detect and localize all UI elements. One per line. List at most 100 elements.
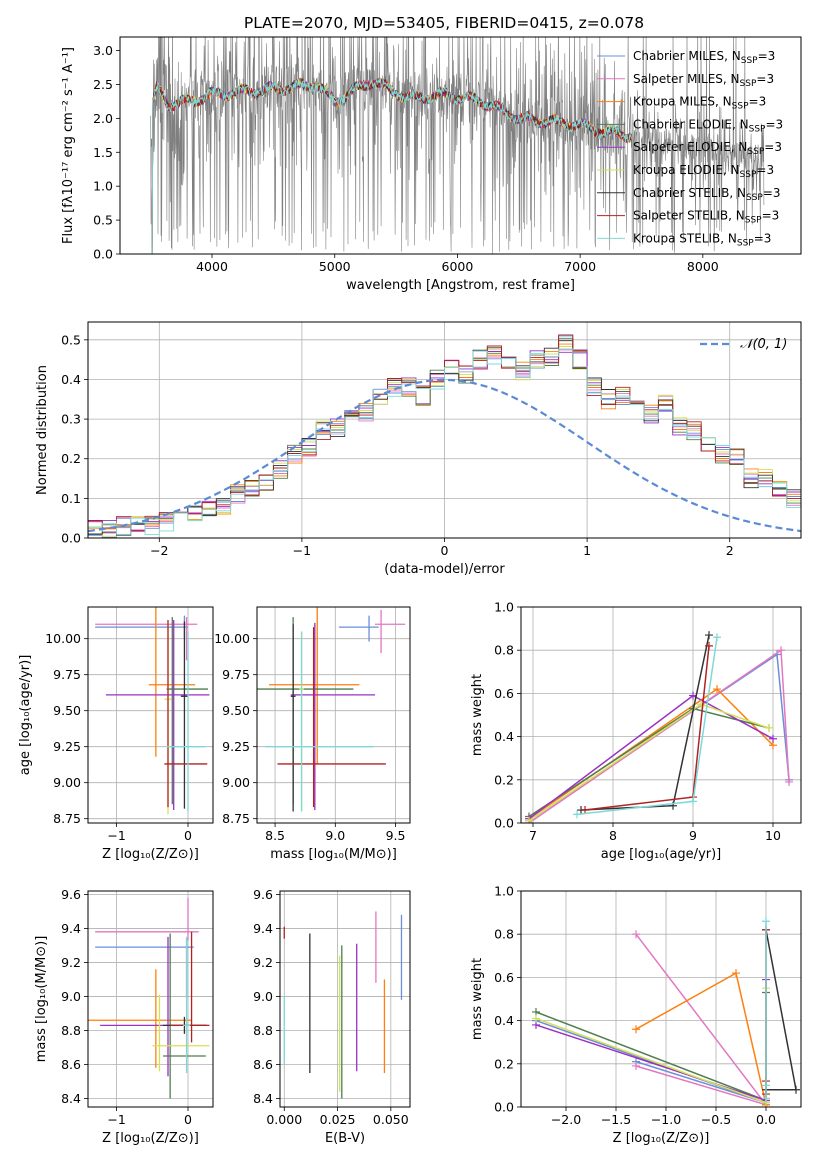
weight-line [535, 979, 767, 1102]
residuals-panel: −2 −1 0 1 2 0.0 0.1 0.2 0.3 0.4 0.5 (data-model)/er… [35, 321, 802, 577]
spectrum-panel: 4000 5000 6000 7000 8000 0.0 0.5 1.0 1.5 2.0 2.5 3.… [61, 36, 802, 293]
normal-reference-curve [88, 378, 801, 533]
weight-line [528, 694, 774, 820]
legend-label-value: =3 [765, 117, 783, 131]
weight-marker [762, 1094, 770, 1103]
y-tick-label: 9.25 [222, 739, 250, 754]
x-tick-label: 9.5 [386, 828, 406, 843]
x-axis-label: Z [log₁₀(Z/Z⊙)] [102, 847, 199, 862]
legend-label: 𝒩(0, 1) [740, 337, 787, 352]
y-axis-label: mass [log₁₀(M/M⊙)] [34, 936, 49, 1063]
y-tick-label: 0.0 [93, 247, 113, 262]
weight-marker [792, 1085, 800, 1094]
x-axis-label: Z [log₁₀(Z/Z⊙)] [613, 1131, 710, 1146]
x-tick-label: −0.5 [701, 1112, 731, 1127]
legend-label-sub: SSP [740, 170, 757, 180]
x-tick-label: −1 [293, 543, 311, 558]
y-tick-label: 8.4 [61, 1091, 81, 1106]
legend-label-value: =3 [754, 231, 772, 245]
x-axis-label: mass [log₁₀(M/M⊙)] [270, 847, 397, 862]
legend-label-main: Salpeter STELIB, N [633, 209, 745, 223]
x-tick-label: 8.5 [265, 828, 285, 843]
legend-label-value: =3 [763, 186, 781, 200]
legend-label-sub: SSP [740, 79, 757, 89]
y-tick-label: 0.4 [494, 1013, 514, 1028]
weight-marker [762, 917, 770, 926]
y-tick-label: 0.4 [494, 729, 514, 744]
y-tick-label: 9.4 [253, 921, 273, 936]
axes-frame [256, 606, 411, 824]
weight-line [528, 703, 770, 822]
y-tick-label: 0.1 [61, 491, 81, 506]
x-tick-label: −1 [107, 1112, 125, 1127]
y-tick-label: 9.25 [53, 739, 81, 754]
legend-label-main: Chabrier ELODIE, N [633, 117, 749, 131]
axes-frame [87, 890, 214, 1108]
x-axis-label: Z [log₁₀(Z/Z⊙)] [102, 1131, 199, 1146]
x-tick-label: −1.5 [601, 1112, 631, 1127]
y-tick-label: 9.2 [61, 955, 81, 970]
weight-marker [525, 816, 533, 823]
legend-label-sub: SSP [747, 147, 764, 157]
y-tick-label: 9.00 [53, 775, 81, 790]
legend-label: Kroupa MILES, NSSP=3 [633, 95, 766, 112]
y-tick-label: 0.6 [494, 970, 514, 985]
y-tick-label: 9.0 [253, 989, 273, 1004]
axes-frame [119, 36, 802, 255]
y-axis-label: mass weight [470, 674, 485, 756]
legend-label: Salpeter ELODIE, NSSP=3 [633, 140, 782, 157]
weight-line [535, 992, 767, 1102]
weight-marker [532, 1014, 540, 1023]
weight-line [535, 988, 767, 1104]
y-tick-label: 9.6 [253, 887, 273, 902]
weight-line [576, 637, 718, 816]
axes-frame [520, 890, 802, 1108]
weight-marker [705, 631, 713, 640]
age-vs-mass-panel: 8.5 9.0 9.5 8.75 9.00 9.25 9.50 9.75 10.00 mass [… [214, 606, 411, 862]
figure-title: PLATE=2070, MJD=53405, FIBERID=0415, z=0… [244, 14, 644, 32]
y-tick-label: 2.0 [93, 111, 113, 126]
weight-marker [785, 777, 793, 786]
legend-label-sub: SSP [749, 124, 766, 134]
legend-label-main: Salpeter MILES, N [633, 72, 740, 86]
legend-label: Chabrier MILES, NSSP=3 [633, 49, 775, 66]
x-tick-label: −2.0 [551, 1112, 581, 1127]
x-tick-label: 4000 [196, 259, 228, 274]
mass-vs-ebv-panel: 0.000 0.025 0.050 8.4 8.6 8.8 9.0 9.2 9.4 9.6 E(B-… [253, 887, 411, 1146]
legend-label: Chabrier ELODIE, NSSP=3 [633, 117, 783, 134]
legend-label: Kroupa ELODIE, NSSP=3 [633, 163, 774, 180]
y-axis-label: Normed distribution [35, 365, 50, 495]
legend-label-sub: SSP [732, 102, 749, 112]
weight-marker [697, 700, 705, 709]
x-tick-label: 0 [184, 828, 192, 843]
x-axis-label: age [log₁₀(age/yr)] [601, 847, 722, 862]
weight-marker [581, 806, 589, 815]
y-tick-label: 0.2 [61, 451, 81, 466]
y-tick-label: 8.6 [253, 1057, 273, 1072]
axes-frame [520, 606, 802, 824]
legend-label-value: =3 [762, 209, 780, 223]
y-tick-label: 1.0 [494, 884, 514, 899]
y-tick-label: 0.0 [494, 1100, 514, 1115]
mass-vs-metallicity-panel: −1 0 8.4 8.6 8.8 9.0 9.2 9.4 9.6 Z [log₁₀(Z/Z⊙)] m… [34, 887, 214, 1146]
y-tick-label: 0.3 [61, 412, 81, 427]
y-tick-label: 0.2 [494, 1056, 514, 1071]
y-axis-label: age [log₁₀(age/yr)] [18, 655, 33, 776]
weight-marker [732, 969, 740, 978]
weight-line [580, 634, 710, 811]
y-tick-label: 8.75 [222, 811, 250, 826]
x-tick-label: 1 [583, 543, 591, 558]
legend-label-sub: SSP [746, 193, 763, 203]
legend-label-value: =3 [764, 140, 782, 154]
y-tick-label: 2.5 [93, 77, 113, 92]
legend-label: Kroupa STELIB, NSSP=3 [633, 231, 771, 248]
weight-line [765, 929, 797, 1091]
legend-label-main: Kroupa MILES, N [633, 95, 732, 109]
weight-marker [573, 810, 581, 819]
x-tick-label: 0 [441, 543, 449, 558]
legend-label-sub: SSP [737, 238, 754, 248]
legend-label: Chabrier STELIB, NSSP=3 [633, 186, 781, 203]
y-tick-label: 8.4 [253, 1091, 273, 1106]
legend-label-sub: SSP [745, 216, 762, 226]
histogram-step [88, 348, 801, 535]
